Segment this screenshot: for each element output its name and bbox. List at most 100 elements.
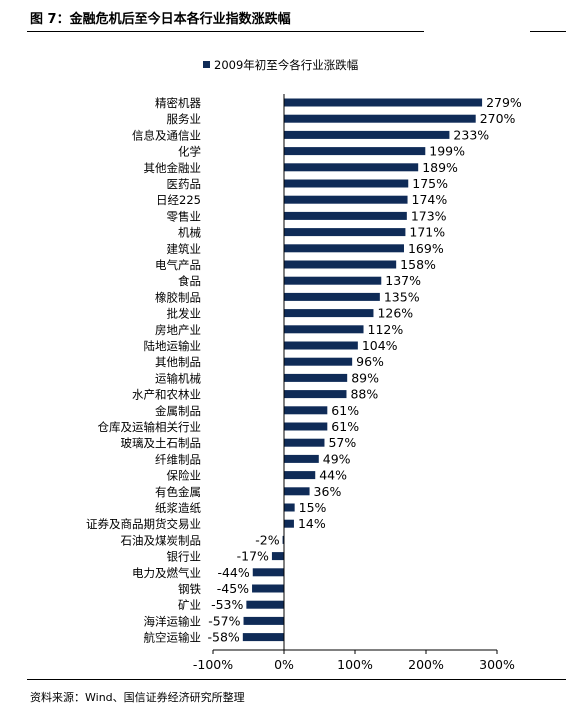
category-label: 保险业	[167, 469, 202, 483]
value-label: 112%	[368, 322, 404, 337]
category-label: 证券及商品期货交易业	[86, 517, 201, 531]
x-tick-label: -100%	[193, 657, 233, 672]
value-label: 57%	[328, 435, 356, 450]
category-label: 信息及通信业	[132, 128, 201, 142]
category-label: 石油及煤炭制品	[121, 533, 202, 547]
source-note: 资料来源：Wind、国信证券经济研究所整理	[30, 691, 245, 704]
bar	[284, 422, 328, 431]
category-label: 仓库及运输相关行业	[98, 420, 202, 434]
category-label: 房地产业	[155, 323, 201, 337]
value-label: -17%	[237, 549, 269, 564]
legend-swatch	[203, 61, 210, 68]
category-label: 金属制品	[155, 404, 201, 418]
bar	[284, 260, 397, 269]
value-label: 44%	[319, 468, 347, 483]
value-label: 61%	[331, 403, 359, 418]
axes-group: -100% 0% 100% 200% 300%	[193, 94, 515, 672]
value-label: 36%	[314, 484, 342, 499]
value-label: 233%	[453, 127, 489, 142]
bar	[284, 309, 374, 318]
figure-title: 图 7：金融危机后至今日本各行业指数涨跌幅	[30, 12, 291, 27]
value-label: -2%	[255, 532, 279, 547]
category-label: 银行业	[167, 550, 202, 564]
value-label: 173%	[411, 208, 447, 223]
bar	[282, 535, 284, 544]
value-label: 175%	[412, 176, 448, 191]
value-label: -57%	[208, 613, 240, 628]
bar	[284, 438, 325, 447]
category-label: 玻璃及土石制品	[121, 436, 202, 450]
legend: 2009年初至今各行业涨跌幅	[203, 58, 358, 72]
category-label: 航空运输业	[144, 631, 202, 645]
category-label: 零售业	[167, 209, 202, 223]
value-label: 171%	[409, 225, 445, 240]
bar	[284, 390, 347, 399]
category-label: 机械	[178, 226, 201, 240]
category-label: 精密机器	[155, 96, 201, 110]
bar	[284, 147, 426, 156]
bar	[284, 357, 353, 366]
bar	[252, 568, 284, 577]
category-label: 陆地运输业	[144, 339, 202, 353]
category-label: 有色金属	[155, 485, 201, 499]
bottom-rule	[27, 679, 566, 680]
value-label: 135%	[384, 289, 420, 304]
bar	[284, 373, 348, 382]
bar	[284, 292, 380, 301]
bar	[284, 471, 316, 480]
value-label: -58%	[208, 630, 240, 645]
top-rule-right	[530, 31, 566, 32]
value-label: 279%	[486, 95, 522, 110]
bar	[284, 179, 409, 188]
x-tick-label: 0%	[274, 657, 294, 672]
value-label: 61%	[331, 419, 359, 434]
bars-group	[242, 98, 483, 642]
bar	[284, 211, 407, 220]
bar	[284, 244, 404, 253]
bar	[246, 600, 284, 609]
value-label: 199%	[429, 144, 465, 159]
bar	[284, 454, 319, 463]
category-label: 医药品	[167, 177, 202, 191]
value-label: 174%	[412, 192, 448, 207]
category-label: 建筑业	[167, 242, 202, 256]
bar	[284, 341, 358, 350]
category-label: 其他金融业	[144, 161, 202, 175]
value-label: 14%	[298, 516, 326, 531]
bar	[271, 552, 284, 561]
value-label: 169%	[408, 241, 444, 256]
bar	[252, 584, 284, 593]
category-label: 纸浆造纸	[155, 501, 201, 515]
value-label: -44%	[217, 565, 249, 580]
value-label: 89%	[351, 370, 379, 385]
value-labels-group: 279%270%233% 199%189%175%174%173% 171%169%…	[208, 95, 522, 645]
value-label: 104%	[362, 338, 398, 353]
top-rule	[27, 31, 424, 32]
value-label: 137%	[385, 273, 421, 288]
category-label: 化学	[178, 145, 201, 159]
bar	[242, 633, 284, 642]
bar	[284, 406, 328, 415]
bar	[284, 325, 364, 334]
category-label: 其他制品	[155, 355, 201, 369]
bar	[284, 276, 382, 285]
category-label: 海洋运输业	[144, 614, 202, 628]
bar	[284, 195, 408, 204]
category-label: 橡胶制品	[155, 290, 201, 304]
category-label: 水产和农林业	[132, 388, 201, 402]
x-tick-label: 100%	[337, 657, 373, 672]
category-label: 电力及燃气业	[132, 566, 201, 580]
bar	[284, 503, 295, 512]
x-tick-label: 200%	[408, 657, 444, 672]
value-label: 96%	[356, 354, 384, 369]
bar	[284, 130, 450, 139]
value-label: 158%	[400, 257, 436, 272]
legend-label: 2009年初至今各行业涨跌幅	[214, 58, 358, 72]
category-label: 运输机械	[155, 371, 201, 385]
bar	[284, 163, 419, 172]
bar	[243, 616, 284, 625]
value-label: 49%	[323, 451, 351, 466]
category-label: 食品	[178, 274, 201, 288]
